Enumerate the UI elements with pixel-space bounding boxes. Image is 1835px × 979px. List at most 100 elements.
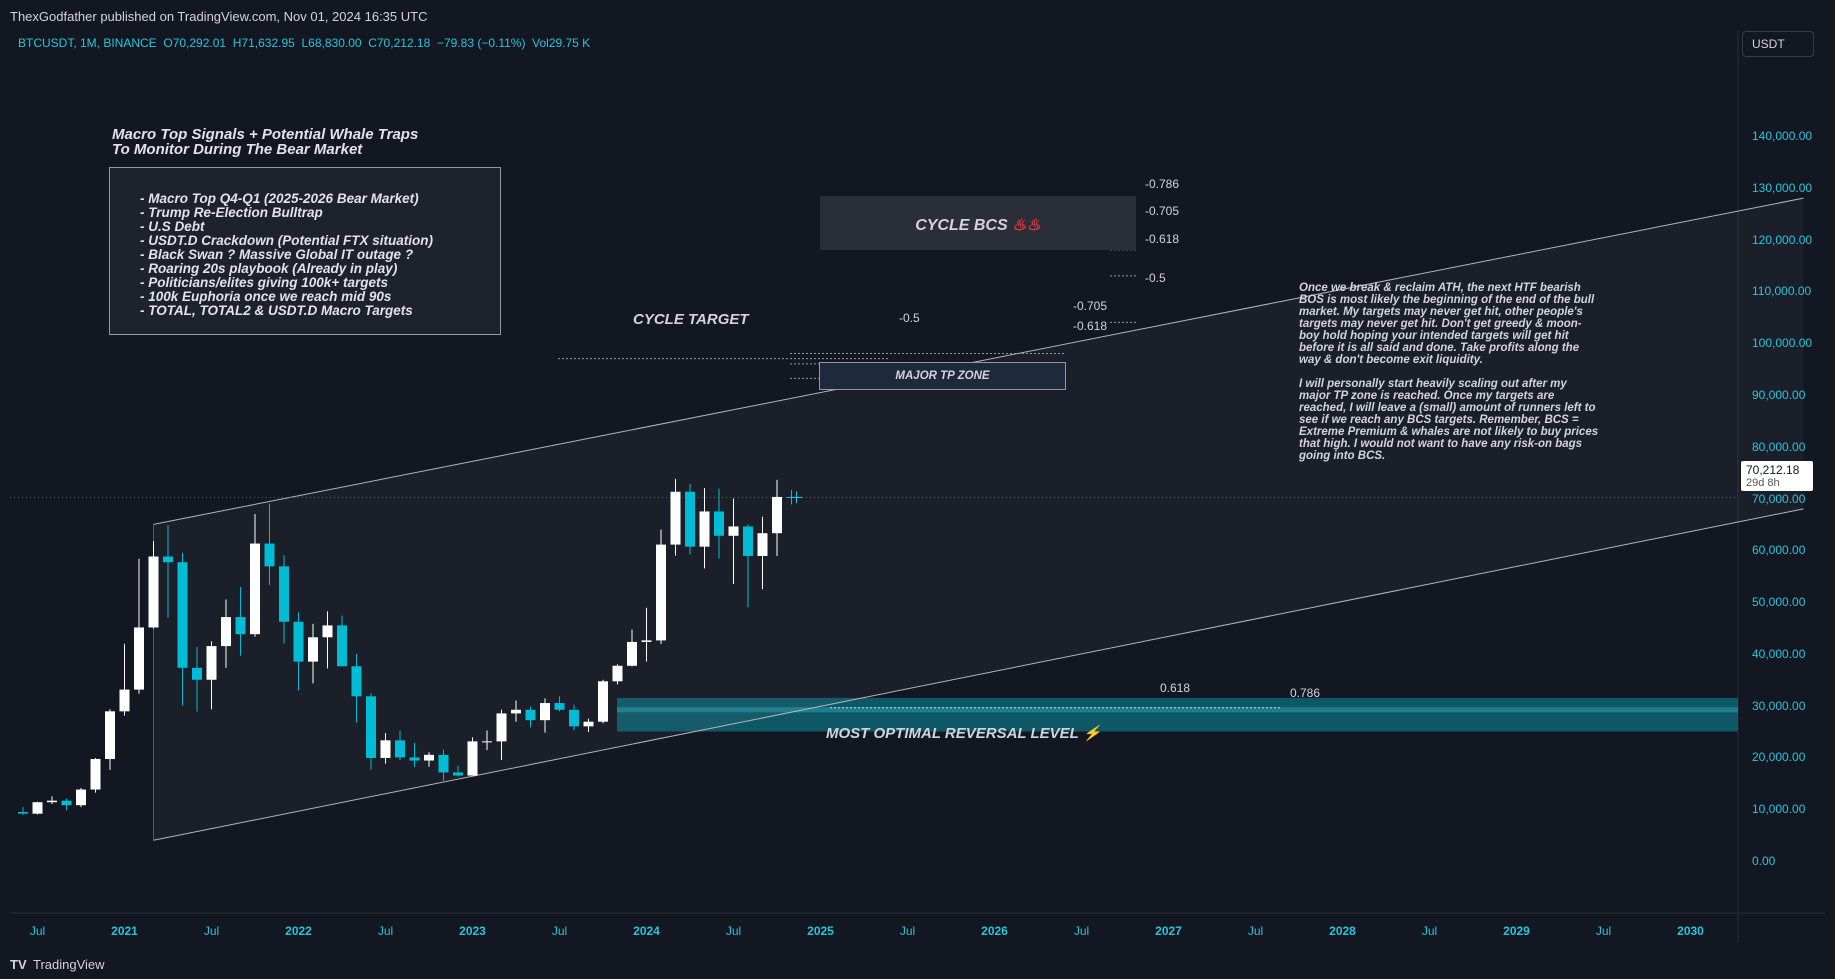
y-tick-label: 50,000.00 xyxy=(1752,595,1806,610)
x-tick-label: 2023 xyxy=(459,924,486,938)
candle-body xyxy=(772,496,782,534)
candle-body xyxy=(90,758,101,790)
signal-item: - Politicians/elites giving 100k+ target… xyxy=(140,275,388,290)
signal-item: - 100k Euphoria once we reach mid 90s xyxy=(140,289,392,304)
notes-text[interactable]: Once we break & reclaim ATH, the next HT… xyxy=(1299,282,1599,474)
legend-low: L68,830.00 xyxy=(301,36,362,50)
candle-body xyxy=(641,640,652,642)
y-tick-label: 130,000.00 xyxy=(1752,180,1813,195)
candle-body xyxy=(279,566,289,622)
channel-lower-line xyxy=(153,508,1804,841)
candle-body xyxy=(583,721,594,727)
candle-body xyxy=(743,526,753,556)
x-tick-label: Jul xyxy=(1595,924,1612,938)
candle-body xyxy=(177,562,188,668)
candle-body xyxy=(148,556,159,628)
candle-body xyxy=(163,556,173,563)
cycle-bcs-label: CYCLE BCS ♨♨ xyxy=(820,215,1136,235)
fib-target-05: -0.5 xyxy=(899,311,920,325)
fib-reversal-0618: 0.618 xyxy=(1160,681,1191,695)
candle-body xyxy=(569,709,579,727)
candle-body xyxy=(598,681,608,722)
y-tick-label: 140,000.00 xyxy=(1752,129,1813,143)
reversal-zone-rect xyxy=(617,697,1738,732)
legend-volume: Vol29.75 K xyxy=(532,36,591,50)
signals-title: Macro Top Signals + Potential Whale Trap… xyxy=(112,127,418,157)
legend-change: −79.83 (−0.11%) xyxy=(436,36,526,50)
notes-paragraph-2: I will personally start heavily scaling … xyxy=(1299,378,1599,462)
y-tick-label: 110,000.00 xyxy=(1752,284,1812,299)
candle-body xyxy=(337,625,347,667)
bar-countdown: 29d 8h xyxy=(1746,477,1780,489)
y-tick-label: 120,000.00 xyxy=(1752,232,1813,247)
x-tick-label: 2027 xyxy=(1155,924,1182,938)
footer-brand: TradingView xyxy=(33,957,105,972)
candle-body xyxy=(134,627,144,690)
x-tick-label: Jul xyxy=(725,924,742,938)
candle-body xyxy=(482,741,492,743)
fib-target-0705: -0.705 xyxy=(1073,299,1108,313)
hot-springs-icon: ♨♨ xyxy=(1012,217,1041,234)
candle-body xyxy=(192,667,202,680)
candle-body xyxy=(467,741,478,776)
x-tick-label: Jul xyxy=(1421,924,1438,938)
footer: TV TradingView xyxy=(0,950,1835,979)
candle-body xyxy=(540,703,550,721)
ohlc-legend: BTCUSDT, 1M, BINANCE O70,292.01 H71,632.… xyxy=(18,36,590,50)
publish-header: ThexGodfather published on TradingView.c… xyxy=(0,0,1835,30)
x-tick-label: Jul xyxy=(1247,924,1264,938)
y-tick-label: 100,000.00 xyxy=(1752,336,1813,351)
candle-body xyxy=(525,709,536,721)
candle-body xyxy=(627,641,637,666)
candle-body xyxy=(699,511,710,547)
y-tick-label: 80,000.00 xyxy=(1752,439,1806,454)
optimal-reversal-label: MOST OPTIMAL REVERSAL LEVEL ⚡ xyxy=(826,725,1102,742)
major-tp-zone[interactable]: MAJOR TP ZONE xyxy=(819,362,1066,390)
candle-body xyxy=(47,800,57,803)
candle-body xyxy=(380,740,391,758)
candle-body xyxy=(105,711,115,759)
candle-body xyxy=(728,526,739,536)
cycle-bcs-zone[interactable]: CYCLE BCS ♨♨ xyxy=(820,196,1136,250)
y-tick-label: 30,000.00 xyxy=(1752,698,1806,713)
candle-body xyxy=(206,646,217,680)
x-tick-label: 2030 xyxy=(1677,924,1704,938)
signals-box[interactable]: - Macro Top Q4-Q1 (2025-2026 Bear Market… xyxy=(109,167,501,335)
candle-body xyxy=(685,491,695,547)
notes-paragraph-1: Once we break & reclaim ATH, the next HT… xyxy=(1299,282,1595,366)
candle-body xyxy=(32,802,43,814)
x-tick-label: 2024 xyxy=(633,924,660,938)
signals-list: - Macro Top Q4-Q1 (2025-2026 Bear Market… xyxy=(110,168,500,318)
publish-info: ThexGodfather published on TradingView.c… xyxy=(10,9,428,24)
x-tick-label: Jul xyxy=(899,924,916,938)
y-tick-label: 10,000.00 xyxy=(1752,802,1806,817)
candle-body xyxy=(322,625,333,638)
candle-body xyxy=(351,666,362,697)
x-tick-label: 2026 xyxy=(981,924,1008,938)
x-tick-label: Jul xyxy=(1073,924,1090,938)
last-price-value: 70,212.18 xyxy=(1746,463,1800,477)
legend-close: C70,212.18 xyxy=(368,36,431,50)
currency-button[interactable]: USDT xyxy=(1742,31,1814,57)
candle-body xyxy=(496,713,507,742)
candle-body xyxy=(250,543,260,635)
candle-body xyxy=(61,800,72,806)
signals-title-line2: To Monitor During The Bear Market xyxy=(112,141,363,158)
fib-reversal-0786: 0.786 xyxy=(1290,686,1321,700)
fib-target-0618: -0.618 xyxy=(1073,319,1108,333)
y-tick-label: 60,000.00 xyxy=(1752,543,1806,558)
candle-body xyxy=(264,543,275,567)
candle-body xyxy=(76,789,86,806)
legend-symbol[interactable]: BTCUSDT, 1M, BINANCE xyxy=(18,36,157,50)
candle-body xyxy=(366,696,376,758)
channel-fill xyxy=(153,198,1804,841)
candle-body xyxy=(511,709,521,714)
signal-item: - Roaring 20s playbook (Already in play) xyxy=(140,261,398,276)
signal-item: - USDT.D Crackdown (Potential FTX situat… xyxy=(140,233,434,248)
fib-bcs-05: -0.5 xyxy=(1145,271,1166,285)
y-tick-label: 70,000.00 xyxy=(1752,491,1806,506)
candle-body xyxy=(308,637,318,662)
candle-body xyxy=(757,533,768,556)
x-tick-label: 2022 xyxy=(285,924,312,938)
